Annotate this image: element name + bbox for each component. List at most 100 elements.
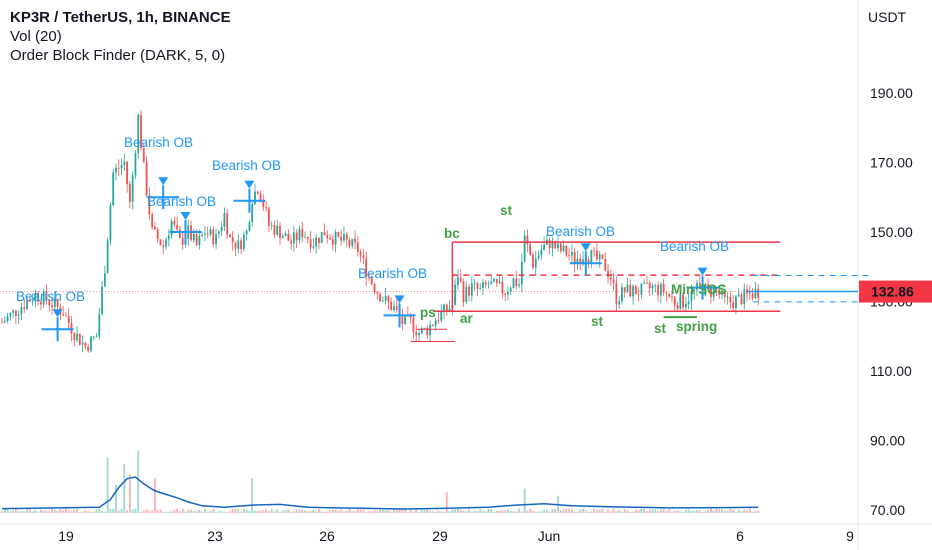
volume-bar bbox=[445, 492, 448, 513]
volume-bar bbox=[304, 510, 306, 513]
candle-body bbox=[740, 294, 743, 305]
volume-bar bbox=[593, 508, 596, 513]
time-tick-label: 23 bbox=[207, 528, 223, 544]
volume-bar bbox=[215, 511, 217, 513]
volume-bar bbox=[204, 508, 206, 513]
volume-bar bbox=[423, 509, 426, 513]
candle-body bbox=[529, 244, 532, 255]
time-tick-label: 29 bbox=[432, 528, 448, 544]
candle-body bbox=[571, 252, 573, 256]
volume-bar bbox=[701, 511, 704, 513]
volume-bar bbox=[696, 510, 698, 513]
wyckoff-label: Min SOS bbox=[671, 282, 727, 297]
price-tick-label: 190.00 bbox=[870, 85, 913, 101]
volume-bar bbox=[340, 509, 343, 513]
candle-body bbox=[53, 298, 56, 308]
volume-bar bbox=[671, 511, 673, 513]
volume-bar bbox=[267, 511, 270, 513]
volume-bar bbox=[568, 508, 571, 513]
price-tick-label: 150.00 bbox=[870, 224, 913, 240]
volume-bar bbox=[643, 509, 646, 513]
volume-bar bbox=[365, 511, 368, 513]
volume-bar bbox=[128, 474, 131, 513]
volume-bar bbox=[343, 511, 345, 513]
volume-bar bbox=[162, 511, 165, 513]
candle-body bbox=[348, 239, 351, 246]
candle-body bbox=[142, 148, 145, 163]
candle-body bbox=[254, 191, 256, 205]
volume-bar bbox=[259, 510, 262, 513]
volume-bar bbox=[67, 510, 70, 513]
candle-body bbox=[487, 284, 490, 286]
candle-body bbox=[287, 233, 290, 241]
candle-body bbox=[520, 261, 523, 285]
candle-body bbox=[134, 153, 137, 176]
volume-bar bbox=[31, 511, 34, 513]
volume-bar bbox=[240, 511, 242, 513]
candle-body bbox=[323, 232, 326, 236]
order-block-indicator-label[interactable]: Order Block Finder (DARK, 5, 0) bbox=[10, 47, 226, 64]
candle-body bbox=[295, 232, 298, 241]
volume-bar bbox=[582, 508, 584, 513]
volume-bar bbox=[657, 511, 659, 513]
candle-body bbox=[596, 250, 598, 260]
candle-body bbox=[165, 239, 167, 247]
volume-bar bbox=[37, 511, 40, 513]
volume-bar bbox=[529, 508, 532, 513]
volume-bar bbox=[454, 509, 457, 513]
volume-bar bbox=[684, 510, 687, 513]
volume-bar bbox=[387, 510, 390, 513]
volume-bar bbox=[712, 510, 715, 513]
time-tick-label: 6 bbox=[736, 528, 744, 544]
candle-body bbox=[665, 292, 668, 294]
volume-bar bbox=[526, 510, 529, 513]
volume-bar bbox=[668, 509, 671, 513]
volume-bar bbox=[301, 509, 304, 513]
candle-body bbox=[103, 273, 106, 287]
volume-bar bbox=[170, 511, 173, 513]
candle-body bbox=[671, 296, 673, 298]
candle-body bbox=[484, 282, 487, 285]
candle-body bbox=[754, 289, 757, 299]
candle-body bbox=[262, 201, 265, 208]
wyckoff-label: ar bbox=[460, 311, 474, 326]
last-price-value: 132.86 bbox=[871, 284, 914, 300]
volume-bar bbox=[145, 509, 148, 513]
candle-body bbox=[204, 233, 206, 235]
candle-body bbox=[120, 165, 123, 169]
volume-bar bbox=[462, 510, 465, 513]
volume-bar bbox=[279, 511, 281, 513]
volume-bar bbox=[176, 508, 179, 513]
volume-bar bbox=[120, 508, 123, 513]
candle-body bbox=[418, 333, 420, 336]
candle-body bbox=[729, 296, 732, 303]
volume-bar bbox=[540, 511, 543, 513]
candle-body bbox=[92, 336, 95, 338]
candle-body bbox=[181, 237, 184, 245]
volume-bar bbox=[101, 510, 103, 513]
wyckoff-label: bc bbox=[444, 226, 460, 241]
candle-body bbox=[440, 311, 443, 321]
volume-bar bbox=[1, 511, 3, 513]
volume-bar bbox=[571, 509, 573, 513]
candle-body bbox=[12, 310, 15, 313]
candle-body bbox=[523, 235, 526, 262]
candle-body bbox=[568, 255, 571, 257]
volume-bar bbox=[632, 511, 634, 513]
candle-body bbox=[354, 238, 356, 243]
volume-bar bbox=[92, 511, 95, 513]
symbol-title[interactable]: KP3R / TetherUS, 1h, BINANCE bbox=[10, 9, 231, 26]
volume-indicator-label[interactable]: Vol (20) bbox=[10, 28, 62, 45]
candle-body bbox=[387, 296, 390, 302]
candle-body bbox=[704, 283, 707, 296]
candle-body bbox=[251, 204, 254, 223]
candle-body bbox=[726, 296, 729, 298]
volume-bar bbox=[28, 508, 31, 513]
volume-bar bbox=[295, 509, 298, 513]
volume-bar bbox=[437, 510, 440, 513]
volume-bar bbox=[484, 511, 487, 513]
volume-bar bbox=[704, 511, 707, 513]
volume-bar bbox=[131, 509, 134, 513]
candle-body bbox=[459, 277, 462, 282]
